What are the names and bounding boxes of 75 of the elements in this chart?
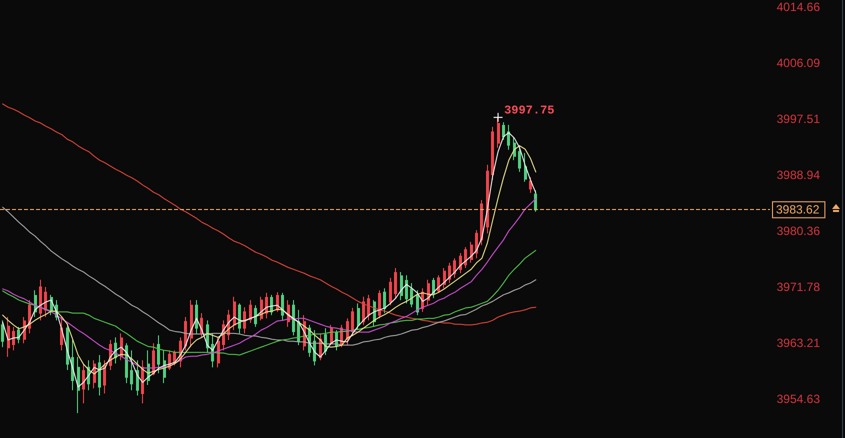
candlestick — [7, 316, 10, 358]
candlestick — [475, 230, 478, 259]
y-tick-label: 4014.66 — [776, 0, 820, 14]
candlestick — [507, 124, 510, 150]
candlestick — [480, 200, 483, 246]
candlestick — [497, 116, 500, 148]
y-tick-label: 3963.21 — [776, 336, 820, 350]
candlestick — [195, 300, 198, 334]
candlestick — [39, 279, 42, 321]
candlestick — [362, 296, 365, 326]
candlestick — [130, 350, 133, 391]
candlestick — [243, 306, 246, 334]
candlestick — [71, 339, 74, 391]
candlestick — [77, 356, 80, 414]
candlestick — [281, 292, 284, 321]
candlestick — [157, 334, 160, 374]
y-tick-label: 3988.94 — [776, 168, 820, 182]
candlestick — [405, 274, 408, 304]
candlestick — [17, 326, 20, 344]
candlestick — [502, 122, 505, 140]
candlestick — [44, 286, 47, 318]
candlestick — [313, 330, 316, 366]
candlestick — [534, 190, 537, 212]
line-series — [2, 250, 536, 356]
candlestick — [217, 336, 220, 368]
y-tick-label: 3954.63 — [776, 392, 820, 406]
candlestick — [292, 300, 295, 336]
candlestick — [378, 290, 381, 319]
candlestick — [459, 252, 462, 274]
candlestick — [82, 362, 85, 404]
candlestick — [357, 302, 360, 331]
candlestick — [12, 326, 15, 351]
candlestick — [184, 316, 187, 351]
candlestick — [443, 268, 446, 289]
candlestick — [351, 307, 354, 336]
candlestick — [432, 277, 435, 299]
candlestick — [400, 271, 403, 301]
candlestick — [152, 342, 155, 376]
candlestick — [125, 342, 128, 384]
candlestick — [470, 241, 473, 264]
candlestick — [464, 246, 467, 269]
candlestick — [383, 288, 386, 314]
candlestick — [136, 360, 139, 396]
candlestick — [249, 300, 252, 324]
line-series — [2, 198, 536, 369]
annotation: 3997.75 — [504, 103, 554, 118]
candlestick — [66, 323, 69, 371]
ref-line-label: 3983.62 — [776, 202, 820, 217]
candlestick — [1, 320, 4, 348]
y-tick-label: 3997.51 — [776, 112, 820, 126]
candlestick — [190, 300, 193, 348]
candlestick — [60, 316, 63, 351]
candlestick — [98, 354, 101, 396]
candlestick — [389, 277, 392, 306]
candlestick — [513, 136, 516, 161]
candlestick — [518, 144, 521, 172]
candlestick — [297, 309, 300, 346]
candlestick — [416, 290, 419, 316]
candlestick — [437, 274, 440, 294]
candlestick — [233, 296, 236, 331]
candlestick — [394, 268, 397, 299]
candlestick — [367, 294, 370, 321]
candlestick — [529, 176, 532, 194]
y-tick-label: 3971.78 — [776, 280, 820, 294]
candlestick — [103, 360, 106, 394]
candlestick — [491, 126, 494, 180]
candlestick — [410, 282, 413, 308]
candlestick — [238, 302, 241, 334]
line-series — [2, 206, 536, 346]
candlestick — [524, 152, 527, 182]
candlestick — [453, 258, 456, 278]
candlestick — [448, 262, 451, 284]
candlestick — [254, 304, 257, 328]
y-tick-label: 3980.36 — [776, 224, 820, 238]
y-tick-label: 4006.09 — [776, 56, 820, 70]
